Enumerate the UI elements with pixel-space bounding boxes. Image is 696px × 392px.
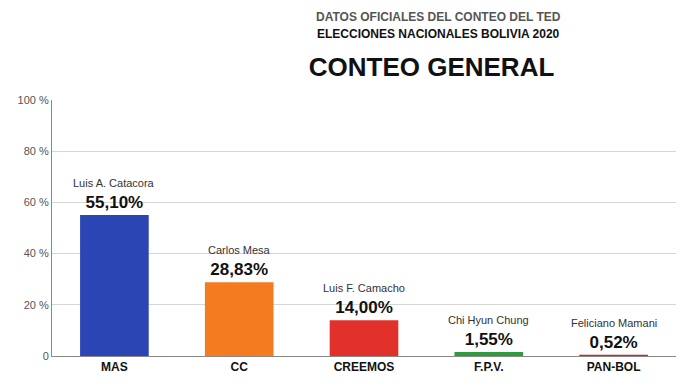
svg-text:Luis A. Catacora: Luis A. Catacora	[73, 177, 155, 189]
svg-text:14,00%: 14,00%	[335, 298, 393, 317]
svg-text:DATOS OFICIALES DEL CONTEO DEL: DATOS OFICIALES DEL CONTEO DEL TED	[316, 10, 561, 24]
svg-text:55,10%: 55,10%	[86, 193, 144, 212]
svg-text:60 %: 60 %	[24, 196, 49, 208]
svg-text:40 %: 40 %	[24, 247, 49, 259]
svg-text:28,83%: 28,83%	[210, 260, 268, 279]
svg-text:Luis F. Camacho: Luis F. Camacho	[323, 282, 405, 294]
svg-text:0: 0	[43, 350, 49, 362]
svg-text:20 %: 20 %	[24, 299, 49, 311]
svg-text:Carlos Mesa: Carlos Mesa	[208, 244, 271, 256]
svg-text:F.P.V.: F.P.V.	[474, 360, 503, 374]
svg-text:CREEMOS: CREEMOS	[334, 360, 395, 374]
svg-text:0,52%: 0,52%	[589, 333, 637, 352]
svg-text:80 %: 80 %	[24, 145, 49, 157]
svg-text:1,55%: 1,55%	[465, 330, 513, 349]
svg-text:ELECCIONES NACIONALES BOLIVIA: ELECCIONES NACIONALES BOLIVIA 2020	[317, 27, 560, 41]
svg-text:PAN-BOL: PAN-BOL	[587, 360, 641, 374]
svg-text:MAS: MAS	[101, 360, 128, 374]
svg-text:Feliciano Mamani: Feliciano Mamani	[571, 317, 657, 329]
svg-text:CC: CC	[231, 360, 249, 374]
svg-text:100 %: 100 %	[18, 94, 49, 106]
svg-text:CONTEO GENERAL: CONTEO GENERAL	[309, 52, 555, 82]
svg-text:Chi Hyun Chung: Chi Hyun Chung	[448, 314, 529, 326]
